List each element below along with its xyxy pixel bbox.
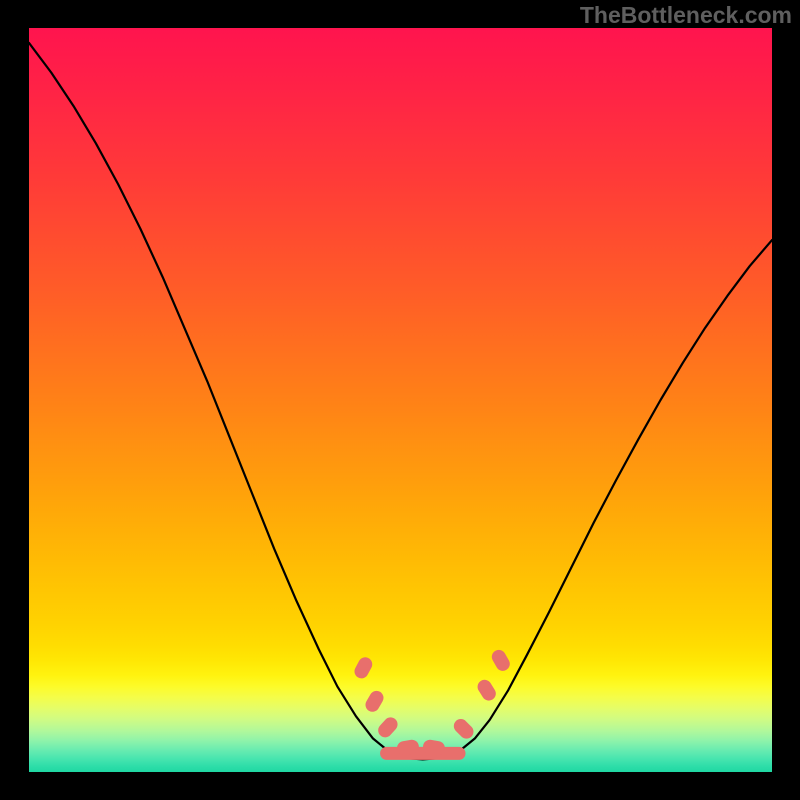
curve-marker: [375, 715, 400, 741]
curve-marker: [352, 655, 375, 681]
curve-marker: [363, 688, 386, 714]
chart-svg: [29, 28, 772, 772]
chart-frame: TheBottleneck.com: [0, 0, 800, 800]
curve-marker: [451, 716, 476, 741]
curve-marker: [475, 677, 499, 703]
bottleneck-curve: [29, 43, 772, 759]
curve-marker: [489, 647, 512, 673]
attribution-label: TheBottleneck.com: [580, 2, 792, 29]
plot-area: [29, 28, 772, 772]
valley-bar-marker: [380, 747, 465, 760]
